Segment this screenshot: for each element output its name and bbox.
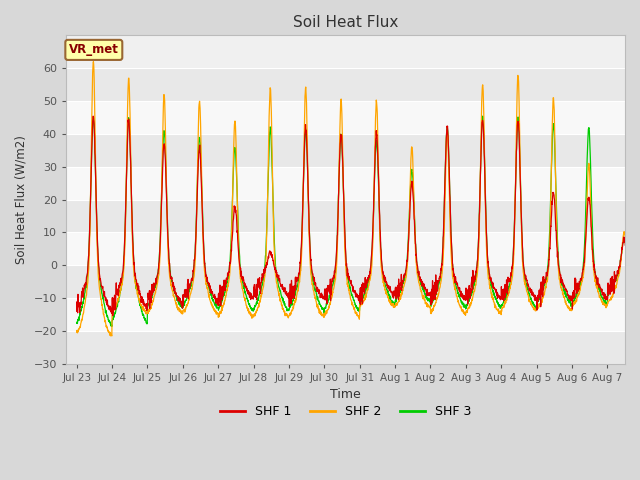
Bar — [66, 134, 625, 167]
Bar — [66, 331, 625, 364]
Bar — [66, 68, 625, 101]
Bar — [66, 167, 625, 200]
Bar — [66, 298, 625, 331]
Text: VR_met: VR_met — [69, 43, 119, 56]
Title: Soil Heat Flux: Soil Heat Flux — [293, 15, 398, 30]
Bar — [66, 200, 625, 232]
X-axis label: Time: Time — [330, 388, 361, 401]
Y-axis label: Soil Heat Flux (W/m2): Soil Heat Flux (W/m2) — [15, 135, 28, 264]
Bar — [66, 265, 625, 298]
Bar — [66, 101, 625, 134]
Bar — [66, 232, 625, 265]
Legend: SHF 1, SHF 2, SHF 3: SHF 1, SHF 2, SHF 3 — [215, 400, 476, 423]
